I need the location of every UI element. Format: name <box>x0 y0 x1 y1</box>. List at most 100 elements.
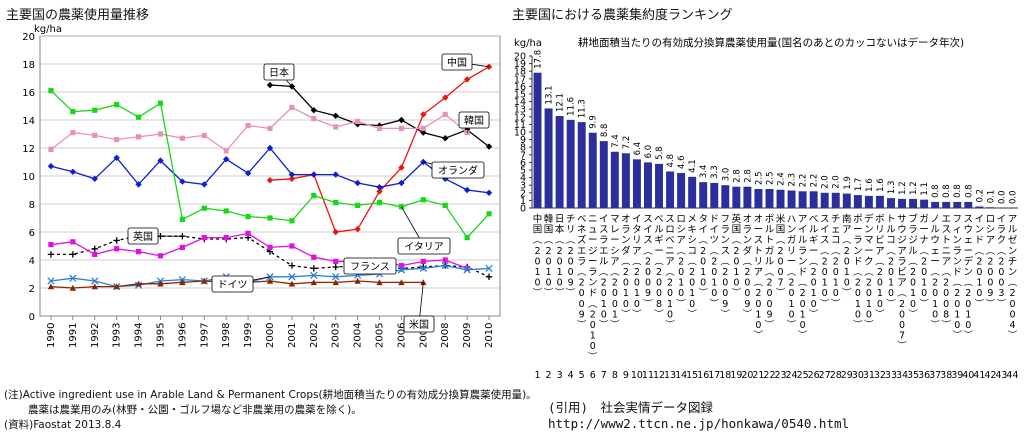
bar <box>931 201 940 208</box>
line-chart-y-tick-label: 16 <box>22 88 35 99</box>
bar-category-label: トルコ︵ 2 0 1 0 ︶ 33 <box>885 214 897 381</box>
line-chart-y-tick-label: 4 <box>29 256 35 267</box>
series-callout: 中国 <box>441 53 490 71</box>
data-point <box>223 235 229 241</box>
bar-value-label: 1.6 <box>865 178 875 192</box>
data-point <box>135 280 142 287</box>
bar-category-label: ハンガリー︵ 2 0 1 0 ︶ 24 <box>786 214 798 381</box>
bar-value-label: 3.0 <box>721 168 731 182</box>
bar-value-label: 2.4 <box>777 172 787 186</box>
data-point <box>92 107 98 113</box>
bar-category-label: ポルトガル︵ 2 0 0 9 ︶ 22 <box>763 214 775 381</box>
bar <box>743 186 752 208</box>
bar-value-label: 0.2 <box>975 189 985 203</box>
bar-chart-y-tick-label: 9 <box>520 135 526 146</box>
bar-value-label: 9.9 <box>589 115 599 129</box>
data-point <box>267 125 273 131</box>
callout-box <box>458 111 490 129</box>
bar-chart-y-tick-label: 1 <box>520 196 526 207</box>
data-point <box>223 208 229 214</box>
data-point <box>420 197 426 203</box>
bar <box>677 173 686 208</box>
data-point <box>113 154 120 161</box>
data-point <box>310 265 318 272</box>
data-point <box>179 216 185 222</box>
series-label: 韓国 <box>464 115 484 127</box>
data-point <box>419 264 427 273</box>
bar-value-label: 1.2 <box>909 181 919 195</box>
bar-category-label: ベネズエラ︵ 2 0 0 9 ︶ 5 <box>577 214 587 381</box>
line-chart-x-tick-label: 1997 <box>199 323 210 348</box>
data-point <box>201 277 208 284</box>
data-point <box>135 114 142 120</box>
bar <box>599 141 608 208</box>
data-point <box>464 235 470 241</box>
series-callout: イタリア <box>397 206 451 255</box>
bar <box>809 191 818 208</box>
bar <box>875 195 884 208</box>
bar <box>699 182 708 208</box>
line-chart-x-tick-label: 2005 <box>375 323 386 348</box>
data-point <box>69 284 77 291</box>
data-point <box>47 251 55 258</box>
bar-chart-y-tick-label: 16 <box>514 82 526 93</box>
bar-category-label: 中国︵ 2 0 1 0 ︶ 1 <box>533 213 543 381</box>
line-chart-x-tick-label: 2002 <box>309 323 320 348</box>
line-chart-x-tick-label: 2004 <box>353 323 364 348</box>
data-point <box>310 107 318 114</box>
callout-box <box>343 257 397 275</box>
line-chart-x-tick-label: 1993 <box>112 323 123 348</box>
bar-chart-y-tick-label: 4 <box>520 173 526 184</box>
data-point <box>485 143 493 150</box>
data-point <box>223 148 229 154</box>
data-point <box>70 109 76 115</box>
data-point <box>420 111 427 118</box>
line-chart-x-tick-label: 1998 <box>221 323 232 348</box>
bar-category-label: 日本︵ 2 0 1 0 ︶ 3 <box>555 214 565 381</box>
bar <box>776 189 785 208</box>
data-point <box>288 175 296 182</box>
data-point <box>201 235 207 241</box>
data-point <box>113 237 120 244</box>
bar-value-label: 6.0 <box>644 145 654 159</box>
bar <box>820 192 829 208</box>
bar <box>688 176 697 208</box>
line-chart-y-tick-label: 12 <box>22 144 35 155</box>
bar-chart-subtitle: 耕地面積当たりの有効成分換算農薬使用量(国名のあとのカッコないはデータ年次) <box>578 36 964 49</box>
bar-value-label: 2.8 <box>732 169 742 183</box>
bar <box>920 199 929 208</box>
bar-chart-y-tick-label: 5 <box>520 166 526 177</box>
data-point <box>333 124 339 130</box>
bar-value-label: 0.0 <box>997 190 1007 204</box>
bar <box>986 207 995 208</box>
bar <box>610 151 619 208</box>
data-point <box>288 273 296 281</box>
data-point <box>332 273 340 281</box>
line-chart-x-tick-label: 1992 <box>90 323 101 348</box>
data-point <box>463 186 471 194</box>
data-point <box>310 271 318 280</box>
line-chart-x-tick-label: 2003 <box>331 323 342 348</box>
bar <box>864 195 873 208</box>
bar-value-label: 0.8 <box>953 184 963 198</box>
bar-category-label: 韓国︵ 2 0 1 0 ︶ 2 <box>544 214 554 381</box>
series-label: フランス <box>350 261 390 273</box>
right-citation: (引用) 社会実情データ図録 http://www2.ttcn.ne.jp/ho… <box>548 400 850 431</box>
bar-category-label: アルゼンチン︵ 2 0 0 4 ︶ 44 <box>1006 214 1018 381</box>
data-point <box>135 249 142 255</box>
line-chart-x-tick-label: 1995 <box>155 323 166 348</box>
data-point <box>92 251 98 257</box>
bar-value-label: 1.2 <box>898 181 908 195</box>
bar <box>887 198 895 208</box>
series-label: ドイツ <box>218 280 248 291</box>
bar <box>842 193 851 208</box>
data-point <box>311 116 317 122</box>
bar-value-label: 0.8 <box>942 184 952 198</box>
bar-value-label: 2.2 <box>799 174 809 188</box>
bar-value-label: 0.8 <box>964 184 974 198</box>
data-point <box>266 144 274 152</box>
data-point <box>485 189 493 196</box>
callout-box <box>441 53 473 71</box>
